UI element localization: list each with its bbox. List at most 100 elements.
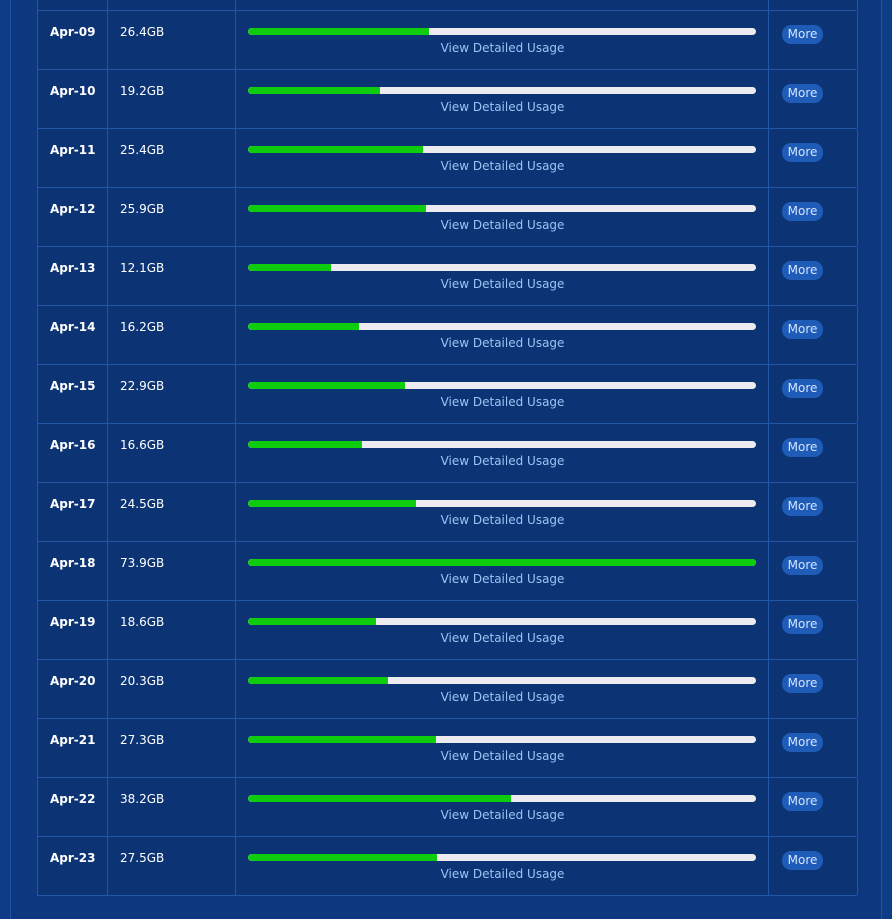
table-cell: More — [768, 424, 858, 482]
detail-link[interactable]: View Detailed Usage — [440, 454, 565, 468]
more-button[interactable]: More — [782, 261, 823, 280]
usage-label: 25.9GB — [120, 202, 165, 216]
progress-track — [248, 205, 756, 212]
detail-link[interactable]: View Detailed Usage — [440, 336, 565, 350]
detail-link[interactable]: View Detailed Usage — [440, 218, 565, 232]
progress-track — [248, 736, 756, 743]
date-label: Apr-23 — [50, 851, 96, 865]
table-cell: View Detailed Usage — [235, 11, 769, 69]
table-cell: View Detailed Usage — [235, 70, 769, 128]
table-cell: Apr-14 — [37, 306, 108, 364]
detail-link[interactable]: View Detailed Usage — [440, 41, 565, 55]
more-button[interactable]: More — [782, 143, 823, 162]
table-cell: 27.3GB — [107, 719, 236, 777]
table-cell: 73.9GB — [107, 542, 236, 600]
table-cell: 25.4GB — [107, 129, 236, 187]
table-row: Apr-22 38.2GB View Detailed Usage More — [37, 778, 858, 837]
progress-bar — [248, 500, 417, 507]
detail-link[interactable]: View Detailed Usage — [440, 749, 565, 763]
more-button[interactable]: More — [782, 733, 823, 752]
table-cell: More — [768, 247, 858, 305]
progress-track — [248, 500, 756, 507]
table-row: Apr-16 16.6GB View Detailed Usage More — [37, 424, 858, 483]
detail-link[interactable]: View Detailed Usage — [440, 100, 565, 114]
more-button[interactable]: More — [782, 674, 823, 693]
detail-link[interactable]: View Detailed Usage — [440, 277, 565, 291]
table-cell: More — [768, 188, 858, 246]
progress-bar — [248, 87, 380, 94]
table-cell: Apr-10 — [37, 70, 108, 128]
more-button[interactable]: More — [782, 851, 823, 870]
table-row: Apr-12 25.9GB View Detailed Usage More — [37, 188, 858, 247]
progress-track — [248, 28, 756, 35]
date-label: Apr-09 — [50, 25, 96, 39]
usage-label: 16.2GB — [120, 320, 165, 334]
usage-table: Apr-09 26.4GB View Detailed Usage More Apr-1… — [37, 0, 858, 896]
more-button[interactable]: More — [782, 379, 823, 398]
table-row: Apr-15 22.9GB View Detailed Usage More — [37, 365, 858, 424]
table-cell: 16.2GB — [107, 306, 236, 364]
progress-bar — [248, 205, 427, 212]
progress-track — [248, 441, 756, 448]
date-label: Apr-14 — [50, 320, 96, 334]
usage-label: 27.3GB — [120, 733, 165, 747]
table-row: Apr-18 73.9GB View Detailed Usage More — [37, 542, 858, 601]
detail-link[interactable]: View Detailed Usage — [440, 513, 565, 527]
table-cell: Apr-15 — [37, 365, 108, 423]
date-label: Apr-22 — [50, 792, 96, 806]
more-button[interactable]: More — [782, 438, 823, 457]
table-cell: Apr-22 — [37, 778, 108, 836]
table-cell: More — [768, 129, 858, 187]
table-cell: More — [768, 306, 858, 364]
table-cell: 18.6GB — [107, 601, 236, 659]
detail-link[interactable]: View Detailed Usage — [440, 808, 565, 822]
table-cell: Apr-23 — [37, 837, 108, 895]
more-button[interactable]: More — [782, 84, 823, 103]
table-cell: View Detailed Usage — [235, 188, 769, 246]
progress-track — [248, 854, 756, 861]
table-cell: View Detailed Usage — [235, 306, 769, 364]
table-cell: View Detailed Usage — [235, 247, 769, 305]
more-button[interactable]: More — [782, 25, 823, 44]
table-row: Apr-10 19.2GB View Detailed Usage More — [37, 70, 858, 129]
detail-link[interactable]: View Detailed Usage — [440, 572, 565, 586]
more-button[interactable]: More — [782, 792, 823, 811]
detail-link[interactable]: View Detailed Usage — [440, 159, 565, 173]
table-cell: View Detailed Usage — [235, 129, 769, 187]
table-cell: 16.6GB — [107, 424, 236, 482]
more-button[interactable]: More — [782, 556, 823, 575]
usage-label: 38.2GB — [120, 792, 165, 806]
more-button[interactable]: More — [782, 202, 823, 221]
progress-bar — [248, 854, 438, 861]
progress-bar — [248, 28, 430, 35]
table-cell: View Detailed Usage — [235, 424, 769, 482]
date-label: Apr-15 — [50, 379, 96, 393]
table-cell: 20.3GB — [107, 660, 236, 718]
table-cell: More — [768, 483, 858, 541]
detail-link[interactable]: View Detailed Usage — [440, 395, 565, 409]
table-cell — [768, 0, 858, 10]
table-cell: Apr-16 — [37, 424, 108, 482]
table-cell: View Detailed Usage — [235, 778, 769, 836]
date-label: Apr-19 — [50, 615, 96, 629]
table-cell: More — [768, 719, 858, 777]
date-label: Apr-16 — [50, 438, 96, 452]
table-cell — [107, 0, 236, 10]
table-cell: Apr-21 — [37, 719, 108, 777]
date-label: Apr-12 — [50, 202, 96, 216]
table-cell: More — [768, 778, 858, 836]
table-row: Apr-09 26.4GB View Detailed Usage More — [37, 11, 858, 70]
detail-link[interactable]: View Detailed Usage — [440, 690, 565, 704]
more-button[interactable]: More — [782, 615, 823, 634]
usage-label: 16.6GB — [120, 438, 165, 452]
more-button[interactable]: More — [782, 497, 823, 516]
more-button[interactable]: More — [782, 320, 823, 339]
usage-label: 27.5GB — [120, 851, 165, 865]
detail-link[interactable]: View Detailed Usage — [440, 631, 565, 645]
date-label: Apr-13 — [50, 261, 96, 275]
detail-link[interactable]: View Detailed Usage — [440, 867, 565, 881]
table-cell: View Detailed Usage — [235, 542, 769, 600]
progress-track — [248, 618, 756, 625]
usage-label: 20.3GB — [120, 674, 165, 688]
progress-track — [248, 677, 756, 684]
